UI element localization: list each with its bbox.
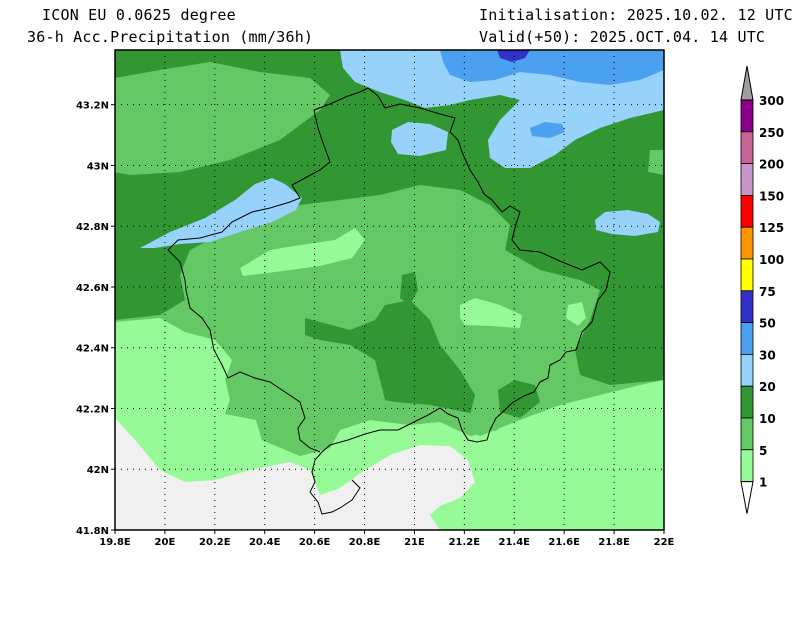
no-precip-zone [115, 418, 475, 530]
lat-tick-label: 43N [87, 161, 109, 172]
country-border [167, 87, 611, 515]
colorbar-swatch [740, 322, 754, 355]
colorbar-swatch [740, 131, 754, 165]
colorbar-over-triangle [740, 65, 754, 101]
lat-lon-grid [115, 50, 664, 530]
valid-time: Valid(+50): 2025.OCT.04. 14 UTC [479, 28, 766, 46]
precip-1-5-zone [460, 298, 522, 328]
colorbar-swatch [740, 258, 754, 292]
lon-tick-label: 21.8E [598, 537, 630, 548]
colorbar-label: 5 [759, 444, 767, 458]
lon-tick-label: 22E [654, 537, 675, 548]
lat-tick-label: 41.8N [76, 526, 109, 537]
model-title: ICON EU 0.0625 degree [42, 6, 236, 24]
precip-20-30-zone [391, 122, 448, 156]
lon-tick-label: 20.6E [299, 537, 331, 548]
precip-1-5-zone [240, 228, 365, 276]
colorbar-swatch [740, 449, 754, 482]
lon-tick-label: 20.4E [249, 537, 281, 548]
colorbar-swatch [740, 99, 754, 133]
field-title: 36-h Acc.Precipitation (mm/36h) [27, 28, 314, 46]
colorbar-label: 100 [759, 253, 784, 267]
colorbar-label: 150 [759, 189, 784, 203]
precip-20-30-zone [595, 210, 660, 236]
lat-tick-label: 43.2N [76, 101, 109, 112]
colorbar-label: 300 [759, 94, 784, 108]
lon-tick-label: 20E [155, 537, 176, 548]
colorbar-swatch [740, 226, 754, 260]
colorbar-label: 125 [759, 221, 784, 235]
lat-tick-label: 42.6N [76, 283, 109, 294]
lon-tick-label: 21E [404, 537, 425, 548]
colorbar-swatch [740, 353, 754, 387]
colorbar-label: 30 [759, 348, 776, 362]
map-frame [114, 49, 665, 531]
precip-5-10-zone [115, 62, 330, 175]
colorbar-swatch [740, 163, 754, 196]
precip-10-20-core [305, 300, 475, 415]
precip-30-50-zone [440, 50, 664, 85]
colorbar: 300 250 200 150 125 100 75 50 30 20 10 5 1 [740, 65, 784, 514]
lon-tick-label: 21.4E [499, 537, 531, 548]
longitude-axis: 19.8E 20E 20.2E 20.4E 20.6E 20.8E 21E 21.2E 21.4… [99, 530, 675, 548]
precip-50-75-zone [497, 50, 530, 62]
precip-field [115, 50, 664, 530]
colorbar-label: 75 [759, 285, 776, 299]
lon-tick-label: 21.6E [548, 537, 580, 548]
lon-tick-label: 20.8E [349, 537, 381, 548]
colorbar-label: 250 [759, 126, 784, 140]
colorbar-label: 200 [759, 158, 784, 172]
lat-tick-label: 42N [87, 465, 109, 476]
kosovo-border [167, 87, 611, 515]
colorbar-swatch [740, 385, 754, 419]
lon-tick-label: 21.2E [449, 537, 481, 548]
lat-tick-label: 42.8N [76, 222, 109, 233]
lat-tick-label: 42.4N [76, 344, 109, 355]
lat-tick-label: 42.2N [76, 404, 109, 415]
colorbar-swatch [740, 194, 754, 228]
colorbar-swatch [740, 290, 754, 323]
init-time: Initialisation: 2025.10.02. 12 UTC [479, 6, 793, 24]
colorbar-label: 50 [759, 317, 776, 331]
precip-30-50-zone [530, 122, 565, 138]
precip-5-10-zone [225, 372, 498, 456]
precip-10-20-core [400, 272, 418, 305]
precip-1-5-zone [566, 302, 586, 326]
colorbar-label: 10 [759, 412, 776, 426]
colorbar-label: 1 [759, 476, 767, 490]
colorbar-under-triangle [740, 481, 754, 514]
lon-tick-label: 19.8E [99, 537, 131, 548]
precip-5-10-zone [648, 150, 664, 175]
lon-tick-label: 20.2E [199, 537, 231, 548]
colorbar-swatch [740, 417, 754, 451]
colorbar-label: 20 [759, 380, 776, 394]
inner-border [184, 279, 321, 453]
precip-20-30-zone [140, 178, 302, 248]
latitude-axis: 43.2N 43N 42.8N 42.6N 42.4N 42.2N 42N 41.8N [76, 101, 115, 537]
